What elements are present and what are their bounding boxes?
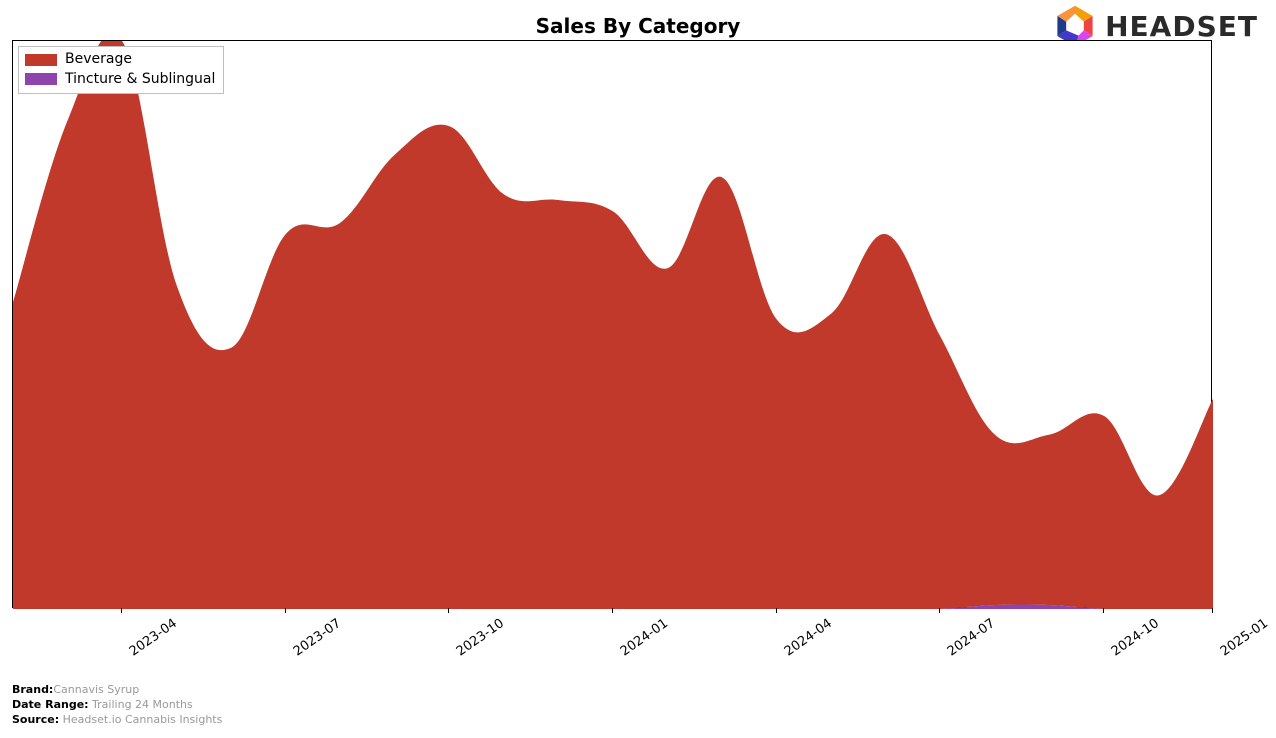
footer-value: Headset.io Cannabis Insights xyxy=(59,713,222,726)
brand-logo-text: HEADSET xyxy=(1105,10,1258,43)
series-beverage xyxy=(13,41,1213,609)
plot-area xyxy=(12,40,1212,608)
legend-label: Tincture & Sublingual xyxy=(65,70,215,90)
legend: BeverageTincture & Sublingual xyxy=(18,46,224,94)
x-tick-label: 2024-04 xyxy=(781,616,834,659)
x-tick-mark xyxy=(121,608,122,613)
legend-item-beverage: Beverage xyxy=(25,50,215,70)
x-tick-mark xyxy=(612,608,613,613)
chart-footer: Brand:Cannavis SyrupDate Range: Trailing… xyxy=(12,683,222,728)
x-tick-label: 2023-10 xyxy=(454,616,507,659)
x-tick-mark xyxy=(939,608,940,613)
x-tick-mark xyxy=(1212,608,1213,613)
footer-label: Brand: xyxy=(12,683,53,696)
footer-line: Date Range: Trailing 24 Months xyxy=(12,698,222,713)
legend-swatch xyxy=(25,73,57,85)
footer-label: Source: xyxy=(12,713,59,726)
legend-item-tincture: Tincture & Sublingual xyxy=(25,70,215,90)
footer-value: Trailing 24 Months xyxy=(89,698,193,711)
legend-swatch xyxy=(25,54,57,66)
footer-line: Brand:Cannavis Syrup xyxy=(12,683,222,698)
footer-value: Cannavis Syrup xyxy=(53,683,139,696)
footer-line: Source: Headset.io Cannabis Insights xyxy=(12,713,222,728)
x-tick-label: 2025-01 xyxy=(1218,616,1271,659)
area-chart-svg xyxy=(13,41,1213,609)
chart-container: Sales By Category HEADSET 2023-042023-07… xyxy=(0,0,1276,738)
legend-label: Beverage xyxy=(65,50,132,70)
x-tick-mark xyxy=(1103,608,1104,613)
x-tick-label: 2024-01 xyxy=(618,616,671,659)
x-tick-label: 2024-07 xyxy=(945,616,998,659)
x-tick-label: 2024-10 xyxy=(1109,616,1162,659)
x-tick-mark xyxy=(776,608,777,613)
footer-label: Date Range: xyxy=(12,698,89,711)
x-tick-mark xyxy=(448,608,449,613)
x-tick-mark xyxy=(285,608,286,613)
x-tick-label: 2023-07 xyxy=(291,616,344,659)
x-tick-label: 2023-04 xyxy=(127,616,180,659)
